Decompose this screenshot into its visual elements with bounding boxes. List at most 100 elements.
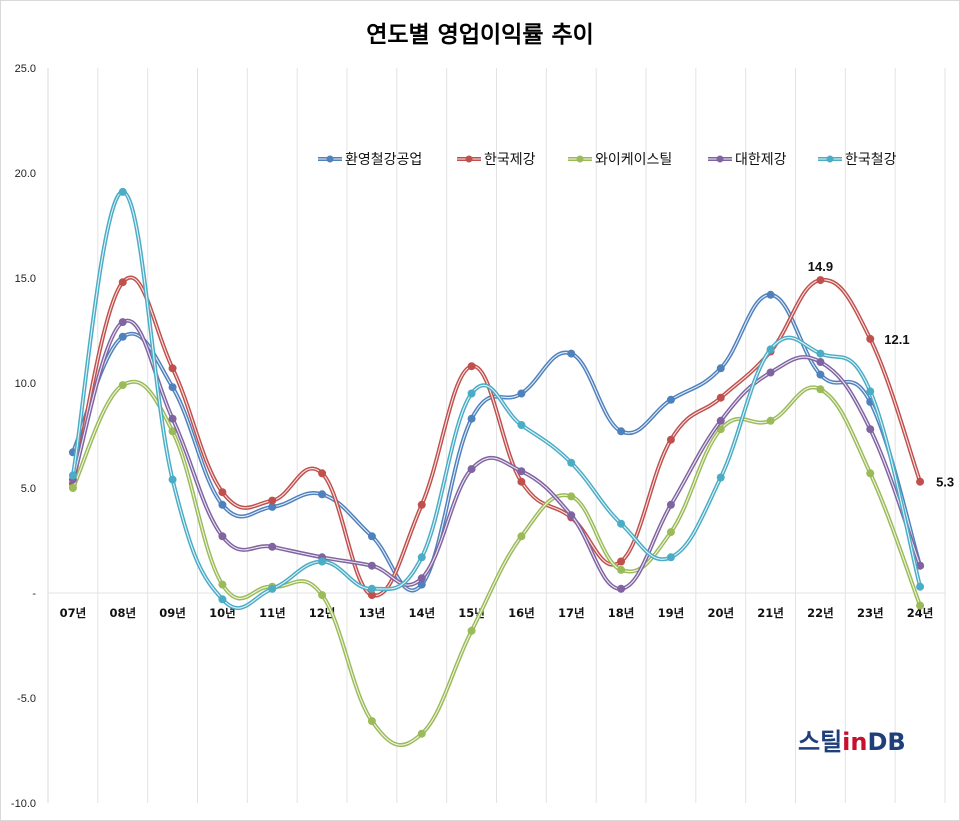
x-tick-label: 23년: [857, 606, 884, 620]
data-point: [467, 626, 476, 635]
x-tick-label: 24년: [907, 606, 934, 620]
y-tick-label: 5.0: [21, 483, 36, 495]
legend: 환영철강공업 한국제강 와이케이스틸 대한제강 한국철강: [318, 152, 897, 168]
data-point: [168, 383, 177, 392]
svg-text:스틸inDB: 스틸inDB: [798, 728, 906, 756]
y-tick-label: -: [32, 588, 36, 600]
data-point: [617, 565, 626, 574]
data-point: [567, 492, 576, 501]
legend-marker: [465, 155, 473, 163]
x-tick-label: 22년: [807, 606, 834, 620]
gridlines: [47, 68, 946, 803]
legend-label: 와이케이스틸: [595, 152, 672, 168]
data-point: [168, 427, 177, 436]
series-1: [68, 290, 925, 593]
logo-text-steel: 스틸: [798, 728, 842, 756]
data-point: [467, 389, 476, 398]
data-point: [916, 561, 925, 570]
data-point: [816, 276, 825, 285]
data-label: 5.3: [936, 475, 954, 490]
x-tick-label: 08년: [109, 606, 136, 620]
data-point: [567, 511, 576, 520]
data-point: [318, 469, 327, 478]
data-point: [367, 584, 376, 593]
data-point: [367, 591, 376, 600]
chart-title: 연도별 영업이익률 추이: [366, 22, 594, 48]
data-point: [218, 580, 227, 589]
data-point: [218, 488, 227, 497]
x-axis: 07년 08년 09년 10년 11년 12년 13년 14년 15년 16년 17년 18년 19년 2…: [60, 606, 934, 620]
data-point: [617, 519, 626, 528]
x-tick-label: 18년: [608, 606, 635, 620]
legend-marker: [826, 155, 834, 163]
data-point: [517, 421, 526, 429]
data-point: [367, 532, 376, 541]
y-tick-label: -5.0: [17, 693, 36, 705]
data-point: [417, 574, 426, 583]
data-point: [617, 584, 626, 593]
y-tick-label: 15.0: [15, 273, 36, 285]
legend-marker: [576, 155, 584, 163]
series-3: [68, 379, 925, 747]
data-point: [268, 584, 277, 593]
data-point: [168, 414, 177, 423]
data-point: [118, 332, 127, 341]
data-point: [467, 465, 476, 474]
data-point: [118, 278, 127, 287]
steelindb-logo: 스틸inDB: [798, 728, 906, 756]
legend-label: 한국제강: [484, 152, 536, 168]
data-point: [417, 500, 426, 509]
data-point: [318, 490, 327, 499]
x-tick-label: 09년: [159, 606, 186, 620]
x-tick-label: 21년: [757, 606, 784, 620]
data-point: [268, 502, 277, 511]
data-point: [866, 425, 875, 434]
series-line-highlight: [72, 294, 921, 591]
data-point: [666, 500, 675, 509]
x-tick-label: 11년: [259, 606, 286, 620]
data-point: [118, 187, 127, 196]
y-tick-label: 25.0: [15, 63, 36, 75]
data-point: [666, 553, 675, 562]
y-tick-label: 10.0: [15, 378, 36, 390]
data-point: [617, 427, 626, 436]
data-point: [118, 318, 127, 327]
x-tick-label: 07년: [60, 606, 87, 620]
data-point: [766, 290, 775, 299]
legend-entry-1: 환영철강공업: [318, 152, 422, 168]
legend-entry-4: 대한제강: [708, 152, 787, 168]
data-point: [218, 532, 227, 541]
data-point: [318, 557, 327, 566]
data-point: [218, 500, 227, 509]
data-point: [866, 334, 875, 343]
y-axis: 25.0 20.0 15.0 10.0 5.0 - -5.0 -10.0: [11, 63, 36, 810]
data-point: [517, 477, 526, 486]
logo-text-in: in: [842, 728, 867, 756]
series-4: [68, 318, 925, 593]
data-point: [766, 416, 775, 425]
data-point: [766, 368, 775, 377]
data-point: [766, 345, 775, 354]
data-point: [168, 475, 177, 484]
data-point: [816, 385, 825, 394]
series-5: [68, 187, 925, 610]
legend-label: 한국철강: [845, 152, 897, 168]
data-point: [517, 532, 526, 541]
data-point: [716, 364, 725, 373]
data-point: [916, 601, 925, 610]
data-point: [367, 717, 376, 726]
data-point: [716, 473, 725, 482]
legend-label: 대한제강: [735, 152, 787, 168]
legend-marker: [326, 155, 334, 163]
data-point: [666, 528, 675, 537]
data-point: [866, 469, 875, 478]
data-point: [68, 484, 77, 492]
data-point: [716, 425, 725, 434]
data-point: [417, 729, 426, 738]
data-point: [218, 595, 227, 604]
data-point: [367, 561, 376, 570]
data-point: [318, 591, 327, 600]
x-tick-label: 17년: [558, 606, 585, 620]
series-line-highlight: [72, 381, 921, 746]
